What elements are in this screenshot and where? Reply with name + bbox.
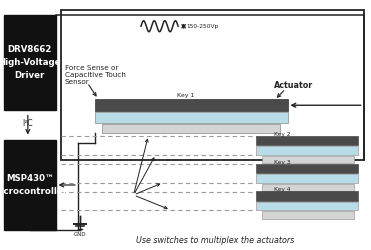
Text: MSP430™
Microcontroller: MSP430™ Microcontroller: [0, 174, 67, 196]
Text: 150-250Vp: 150-250Vp: [187, 24, 219, 29]
Text: Key 4: Key 4: [274, 188, 290, 192]
Bar: [262, 184, 354, 191]
Bar: [256, 202, 358, 210]
Bar: [256, 164, 358, 173]
Text: Use switches to multiplex the actuators: Use switches to multiplex the actuators: [136, 236, 294, 245]
Bar: [102, 124, 280, 133]
Bar: [256, 191, 358, 200]
Bar: [256, 146, 358, 154]
Bar: [4, 140, 56, 230]
Text: Key 1: Key 1: [177, 93, 194, 98]
Text: Force Sense or
Capacitive Touch
Sensor: Force Sense or Capacitive Touch Sensor: [65, 64, 126, 86]
Bar: [95, 99, 288, 111]
Text: I²C: I²C: [23, 119, 33, 128]
Bar: [95, 112, 288, 122]
Bar: [262, 156, 354, 163]
Bar: [4, 15, 56, 110]
Text: Key 2: Key 2: [274, 132, 290, 137]
Bar: [61, 10, 364, 160]
Bar: [262, 211, 354, 218]
Text: Key 3: Key 3: [274, 160, 290, 165]
Bar: [256, 174, 358, 182]
Text: GND: GND: [73, 232, 86, 237]
Text: DRV8662
High-Voltage
Driver: DRV8662 High-Voltage Driver: [0, 46, 61, 80]
Bar: [256, 136, 358, 145]
Text: Actuator: Actuator: [273, 80, 313, 90]
